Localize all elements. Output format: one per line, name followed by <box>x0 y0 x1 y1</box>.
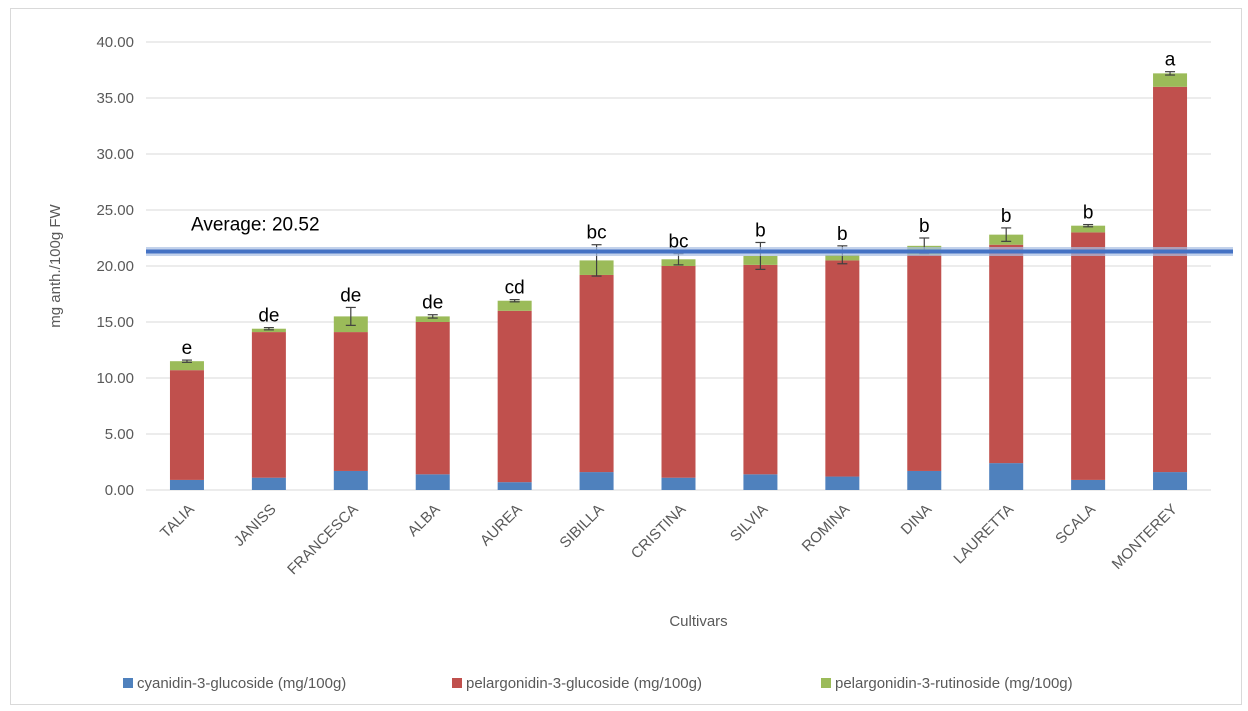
bar-segment <box>1071 232 1106 480</box>
legend: cyanidin-3-glucoside (mg/100g) pelargonid… <box>123 675 1073 692</box>
bar-segment <box>497 482 532 490</box>
bar-segment <box>497 300 532 311</box>
x-tick-label: ROMINA <box>799 501 853 555</box>
legend-label: pelargonidin-3-glucoside (mg/100g) <box>466 675 702 692</box>
bar-segment <box>1071 225 1106 233</box>
bar-segment <box>497 310 532 483</box>
x-tick-label: DINA <box>898 501 935 538</box>
y-tick-label: 0.00 <box>105 482 134 499</box>
bar-segment <box>661 266 696 478</box>
significance-letter: a <box>1165 50 1176 71</box>
significance-letter: b <box>837 224 848 245</box>
bar-segment <box>251 477 286 490</box>
x-tick-label: LAURETTA <box>950 501 1017 568</box>
y-tick-label: 30.00 <box>96 146 134 163</box>
legend-swatch <box>452 678 462 688</box>
significance-letter: bc <box>587 223 607 244</box>
x-tick-label: FRANCESCA <box>284 501 361 578</box>
x-tick-label: ALBA <box>404 501 443 540</box>
bar-segment <box>333 332 368 471</box>
x-tick-label: SIBILLA <box>556 501 607 552</box>
x-tick-label: CRISTINA <box>628 501 690 563</box>
significance-letter: cd <box>505 278 525 299</box>
chart-frame: Average: 20.52 e de de de cd bc bc b b b b b a 0.00 5… <box>10 8 1242 705</box>
legend-label: pelargonidin-3-rutinoside (mg/100g) <box>835 675 1073 692</box>
bar-segment <box>415 316 450 322</box>
x-tick-label: SILVIA <box>727 501 771 545</box>
significance-letter: bc <box>668 232 688 253</box>
significance-letter: b <box>1083 203 1094 224</box>
x-axis-ticks: TALIA JANISS FRANCESCA ALBA AUREA SIBILLA CRIS… <box>157 501 1181 578</box>
bar-segment <box>333 470 368 490</box>
average-line-group: Average: 20.52 <box>146 214 1233 256</box>
y-tick-label: 25.00 <box>96 202 134 219</box>
bar-segment <box>251 332 286 478</box>
bar-segment <box>743 264 778 475</box>
bar-segment <box>989 244 1024 464</box>
y-axis-ticks: 0.00 5.00 10.00 15.00 20.00 25.00 30.00 35.00 40… <box>96 34 134 499</box>
bar-segment <box>1153 86 1188 473</box>
bar-segment <box>415 322 450 475</box>
x-tick-label: SCALA <box>1052 501 1099 548</box>
significance-letter: e <box>182 338 193 359</box>
bar-segment <box>907 254 942 471</box>
significance-letter: de <box>340 285 361 306</box>
x-tick-label: AUREA <box>477 501 526 550</box>
x-tick-label: TALIA <box>157 501 198 542</box>
legend-label: cyanidin-3-glucoside (mg/100g) <box>137 675 346 692</box>
bar-segment <box>1153 472 1188 490</box>
x-tick-label: MONTEREY <box>1109 501 1181 573</box>
bar-segment <box>743 474 778 490</box>
bar-segment <box>169 370 204 480</box>
legend-swatch <box>123 678 133 688</box>
bar-segment <box>825 260 860 477</box>
y-tick-label: 35.00 <box>96 90 134 107</box>
bar-segment <box>825 476 860 490</box>
bar-segment <box>415 474 450 490</box>
significance-letter: b <box>755 220 766 241</box>
bars <box>169 73 1188 490</box>
bar-segment <box>169 479 204 490</box>
y-tick-label: 40.00 <box>96 34 134 51</box>
stacked-bar-chart: Average: 20.52 e de de de cd bc bc b b b b b a 0.00 5… <box>47 34 1233 692</box>
y-tick-label: 5.00 <box>105 426 134 443</box>
significance-letter: de <box>422 293 443 314</box>
average-label: Average: 20.52 <box>191 214 320 235</box>
y-tick-label: 10.00 <box>96 370 134 387</box>
bar-segment <box>907 470 942 490</box>
bar-segment <box>579 472 614 490</box>
bar-segment <box>989 463 1024 490</box>
significance-letter: de <box>258 306 279 327</box>
bar-segment <box>579 274 614 473</box>
x-axis-title: Cultivars <box>669 613 727 630</box>
significance-letter: b <box>1001 206 1012 227</box>
significance-letters: e de de de cd bc bc b b b b b a <box>182 50 1176 359</box>
bar-segment <box>1153 73 1188 87</box>
y-axis-title: mg anth./100g FW <box>47 203 64 327</box>
bar-segment <box>169 361 204 371</box>
significance-letter: b <box>919 216 930 237</box>
x-tick-label: JANISS <box>231 501 280 550</box>
y-tick-label: 15.00 <box>96 314 134 331</box>
y-tick-label: 20.00 <box>96 258 134 275</box>
bar-segment <box>661 477 696 490</box>
legend-swatch <box>821 678 831 688</box>
bar-segment <box>1071 479 1106 490</box>
